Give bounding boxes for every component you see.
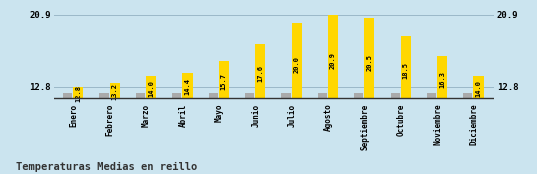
Bar — [437, 56, 447, 98]
Bar — [172, 93, 182, 98]
Bar — [354, 93, 364, 98]
Bar — [208, 93, 217, 98]
Text: Temperaturas Medias en reillo: Temperaturas Medias en reillo — [16, 162, 198, 172]
Text: 16.3: 16.3 — [439, 71, 445, 88]
Text: 14.4: 14.4 — [184, 78, 191, 95]
Bar — [73, 87, 83, 98]
Bar — [99, 93, 108, 98]
Bar — [245, 93, 254, 98]
Text: 20.5: 20.5 — [366, 54, 372, 71]
Bar — [463, 93, 473, 98]
Bar — [255, 44, 265, 98]
Bar — [281, 93, 291, 98]
Bar — [318, 93, 327, 98]
Bar — [63, 93, 72, 98]
Bar — [183, 73, 193, 98]
Bar — [328, 15, 338, 98]
Text: 14.0: 14.0 — [148, 80, 154, 97]
Text: 12.8: 12.8 — [75, 85, 81, 102]
Text: 13.2: 13.2 — [112, 83, 118, 100]
Text: 20.0: 20.0 — [294, 56, 300, 73]
Bar — [110, 83, 120, 98]
Text: 15.7: 15.7 — [221, 73, 227, 90]
Bar — [474, 76, 484, 98]
Bar — [390, 93, 400, 98]
Bar — [219, 61, 229, 98]
Text: 18.5: 18.5 — [403, 62, 409, 79]
Bar — [401, 36, 411, 98]
Text: 17.6: 17.6 — [257, 65, 263, 82]
Text: 14.0: 14.0 — [476, 80, 482, 97]
Text: 20.9: 20.9 — [330, 52, 336, 69]
Bar — [146, 76, 156, 98]
Bar — [364, 18, 374, 98]
Bar — [292, 23, 302, 98]
Bar — [427, 93, 436, 98]
Bar — [136, 93, 145, 98]
